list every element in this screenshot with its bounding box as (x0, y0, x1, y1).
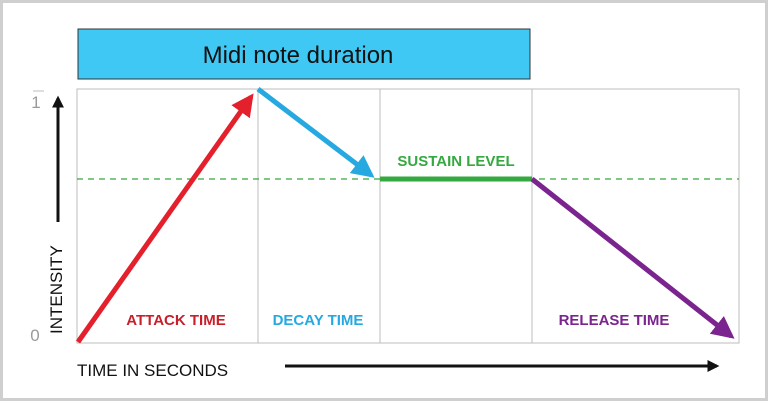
attack-time-label: ATTACK TIME (126, 312, 225, 329)
decay-segment (256, 87, 375, 178)
title-box (77, 28, 531, 80)
decay-time-label: DECAY TIME (273, 312, 364, 329)
sustain-level-label: SUSTAIN LEVEL (397, 153, 514, 170)
attack-segment (75, 93, 254, 344)
release-time-label: RELEASE TIME (559, 312, 670, 329)
x-axis-label: TIME IN SECONDS (77, 361, 228, 380)
y-axis-label: INTENSITY (47, 245, 66, 334)
diagram-title: Midi note duration (203, 42, 394, 69)
plot-area (76, 88, 740, 344)
release-segment (530, 177, 735, 339)
y-tick-label-bottom: 0 (30, 326, 39, 345)
y-tick-label-top: 1 (31, 93, 40, 112)
